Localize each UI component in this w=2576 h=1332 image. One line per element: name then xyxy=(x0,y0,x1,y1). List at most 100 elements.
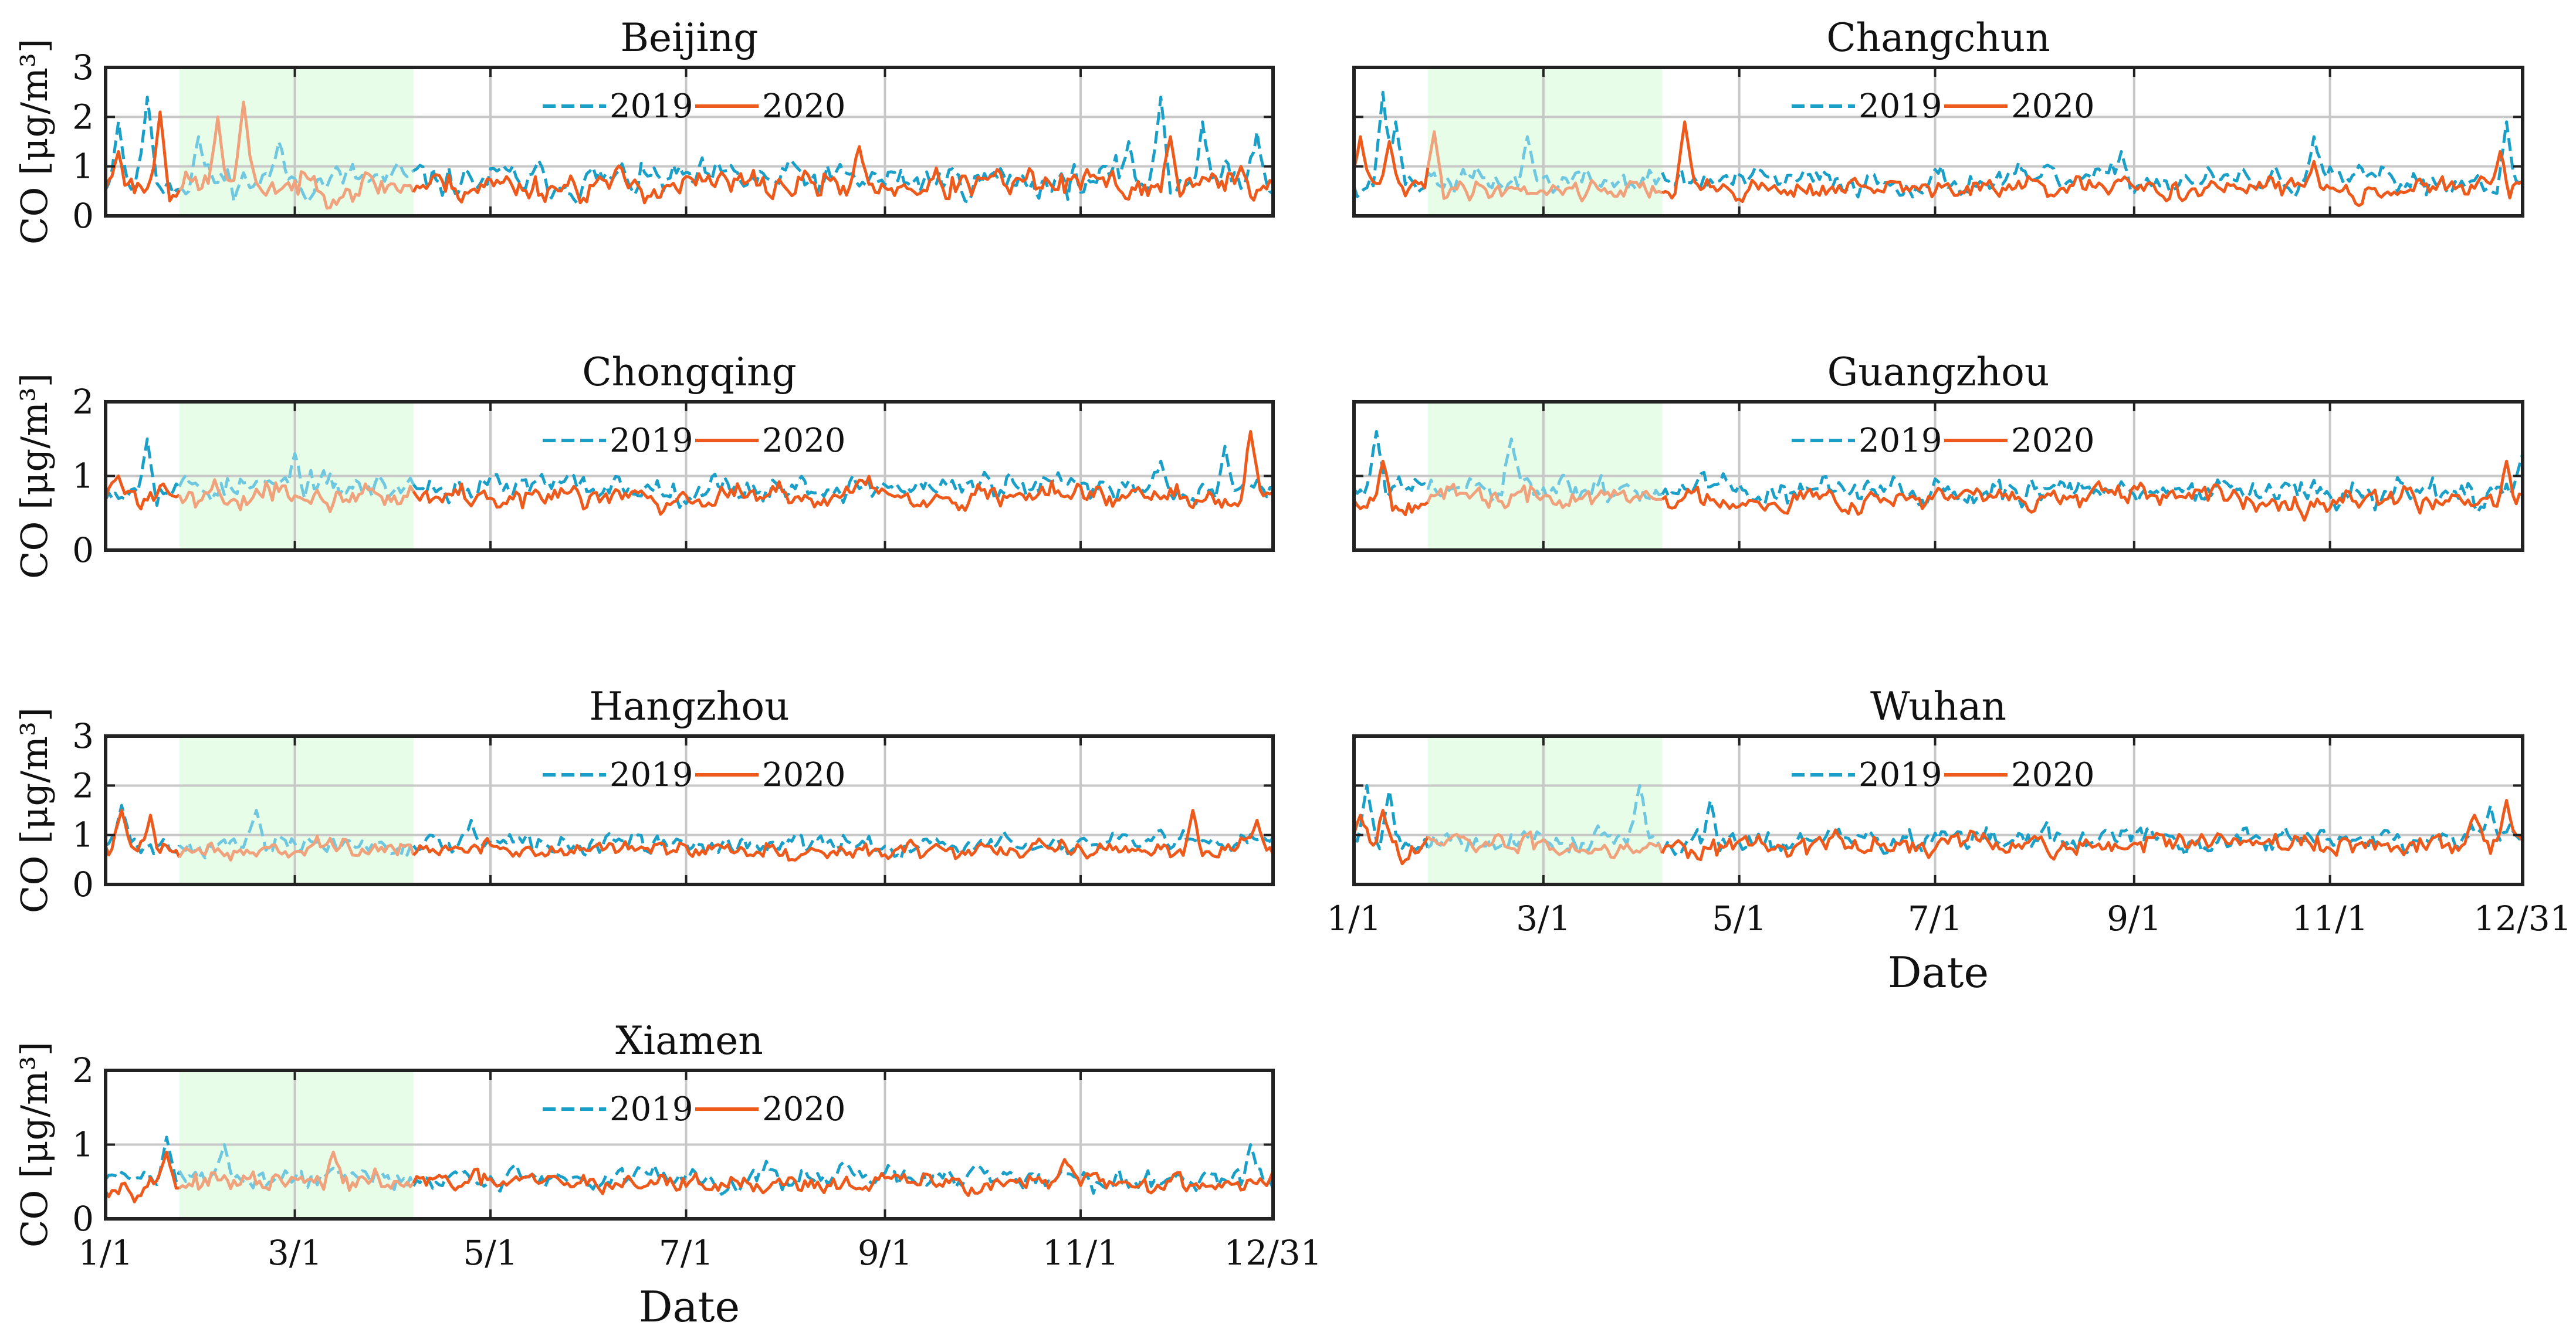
panel-title-hangzhou: Hangzhou xyxy=(589,684,789,729)
axes-box xyxy=(104,66,1275,218)
panel-guangzhou: Guangzhou 2019 2020 xyxy=(1352,350,2524,552)
y-axis-label: CO [μg/m³] xyxy=(13,373,56,579)
x-tick-label: 11/1 xyxy=(2292,899,2368,938)
y-axis-label: CO [μg/m³] xyxy=(13,1042,56,1248)
y-tick-label: 3 xyxy=(72,48,94,87)
y-tick-label: 1 xyxy=(72,815,94,855)
series-2019-line-pre xyxy=(104,1136,181,1187)
series-2019-line-lockdown xyxy=(1426,437,1663,504)
legend-label-2019: 2019 xyxy=(610,1090,693,1128)
y-axis-label: CO [μg/m³] xyxy=(13,39,56,245)
series-2020-line-pre xyxy=(1352,459,1429,517)
legend-label-2019: 2019 xyxy=(610,87,693,126)
series-2019-line-pre xyxy=(104,437,181,507)
x-tick-label: 1/1 xyxy=(1326,899,1381,938)
series-2020-line-pre xyxy=(104,809,181,858)
series-2020-line-post xyxy=(412,430,1274,516)
panel-title-wuhan: Wuhan xyxy=(1870,684,2006,729)
legend-label-2019: 2019 xyxy=(1859,756,1942,794)
series-2019-line-pre xyxy=(1353,784,1430,853)
legend-label-2020: 2020 xyxy=(2011,87,2095,126)
panel-beijing: Beijing 0 1 2 3 CO [μg/m³] 2019 2020 xyxy=(13,15,1275,245)
series-2020-line-lockdown xyxy=(178,478,415,513)
series-2019-line-post xyxy=(412,818,1274,860)
series-2019-line-post xyxy=(412,1143,1275,1196)
series-2020-line-lockdown xyxy=(1427,830,1664,859)
series-2020-line-post xyxy=(412,1158,1275,1197)
panel-wuhan: Wuhan 1/1 3/1 5/1 7/1 9/1 11/1 12/31 Date 2019 202… xyxy=(1326,684,2571,997)
series-2020-line-post xyxy=(412,135,1274,205)
y-tick-label: 0 xyxy=(72,865,94,904)
series-2020-line-post xyxy=(1661,120,2524,208)
series-2020-line-lockdown xyxy=(178,1150,415,1192)
legend-label-2019: 2019 xyxy=(1859,87,1942,126)
y-tick-label: 0 xyxy=(72,530,94,570)
x-tick-label: 9/1 xyxy=(2107,899,2161,938)
series-2019-line-pre xyxy=(1352,430,1430,498)
legend-label-2019: 2019 xyxy=(610,756,693,794)
x-tick-label: 1/1 xyxy=(78,1233,133,1273)
series-2020-line-post xyxy=(412,809,1275,862)
series-2020-line-pre xyxy=(1352,135,1430,198)
x-tick-label: 7/1 xyxy=(659,1233,713,1273)
x-axis-label: Date xyxy=(1888,948,1989,997)
y-tick-label: 2 xyxy=(72,1050,94,1090)
series-2019-line-lockdown xyxy=(178,809,414,860)
panel-title-beijing: Beijing xyxy=(621,15,759,60)
y-tick-label: 2 xyxy=(72,765,94,805)
panel-xiamen: Xiamen 0 1 2 CO [μg/m³] 1/1 3/1 5/1 7/1 9/1 11/1 12… xyxy=(13,1018,1322,1331)
legend-label-2020: 2020 xyxy=(762,1090,846,1128)
x-tick-label: 3/1 xyxy=(268,1233,322,1273)
panel-title-changchun: Changchun xyxy=(1826,15,2050,60)
series-2020-line-lockdown xyxy=(178,835,415,862)
y-axis-label: CO [μg/m³] xyxy=(13,707,56,913)
series-2020-line-pre xyxy=(1352,809,1430,866)
legend-label-2020: 2020 xyxy=(762,422,846,460)
legend-label-2019: 2019 xyxy=(1859,422,1942,460)
y-tick-label: 3 xyxy=(72,716,94,756)
legend-label-2020: 2020 xyxy=(2011,422,2095,460)
x-tick-label: 5/1 xyxy=(463,1233,517,1273)
series-2019-line-lockdown xyxy=(1427,135,1664,196)
x-tick-label: 11/1 xyxy=(1042,1233,1119,1273)
panel-chongqing: Chongqing 0 1 2 CO [μg/m³] 2019 2020 xyxy=(13,350,1275,579)
axes-box xyxy=(1352,734,2524,886)
x-axis-label: Date xyxy=(639,1282,740,1331)
panel-title-guangzhou: Guangzhou xyxy=(1827,350,2050,395)
y-tick-label: 2 xyxy=(72,97,94,137)
x-tick-label: 7/1 xyxy=(1908,899,1962,938)
series-2020-line-pre xyxy=(104,110,181,203)
y-tick-label: 1 xyxy=(72,456,94,496)
x-tick-label: 12/31 xyxy=(1224,1233,1322,1273)
legend-label-2020: 2020 xyxy=(2011,756,2095,794)
series-2020-line-post xyxy=(1661,799,2524,862)
series-2019-line-post xyxy=(412,445,1274,509)
series-2019-line-pre xyxy=(1352,90,1430,198)
panel-title-chongqing: Chongqing xyxy=(582,350,797,395)
x-tick-label: 5/1 xyxy=(1712,899,1766,938)
y-tick-label: 0 xyxy=(72,1199,94,1239)
lockdown-shading xyxy=(1427,736,1663,884)
legend-label-2020: 2020 xyxy=(762,756,846,794)
panel-changchun: Changchun 2019 2020 xyxy=(1352,15,2524,218)
x-tick-label: 3/1 xyxy=(1516,899,1570,938)
series-2019-line-post xyxy=(1661,120,2523,199)
axes-box xyxy=(104,734,1275,886)
series-2020-line-lockdown xyxy=(178,100,415,210)
x-tick-label: 9/1 xyxy=(858,1233,912,1273)
axes-box xyxy=(1352,66,2524,218)
y-tick-label: 0 xyxy=(72,196,94,236)
legend-label-2019: 2019 xyxy=(610,422,693,460)
series-2020-line-lockdown xyxy=(1426,483,1663,510)
series-2020-line-pre xyxy=(104,1150,180,1204)
lockdown-shading xyxy=(179,736,414,884)
x-tick-label: 12/31 xyxy=(2473,899,2571,938)
y-tick-label: 1 xyxy=(72,1125,94,1165)
series-2020-line-lockdown xyxy=(1426,130,1663,203)
series-2020-line-pre xyxy=(104,474,180,511)
y-tick-label: 2 xyxy=(72,382,94,422)
y-tick-label: 1 xyxy=(72,147,94,187)
series-2019-line-post xyxy=(1661,799,2524,858)
panel-hangzhou: Hangzhou 0 1 2 3 CO [μg/m³] 2019 2020 xyxy=(13,684,1275,913)
